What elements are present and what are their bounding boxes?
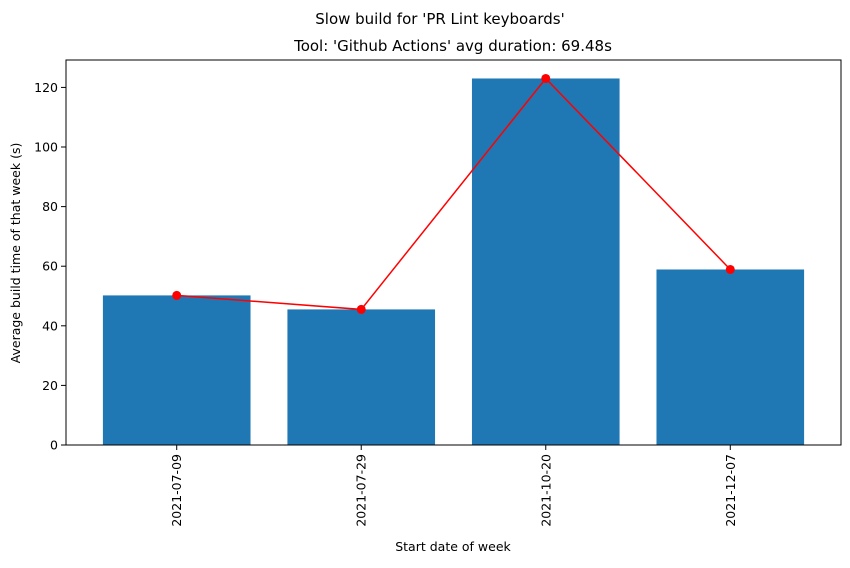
y-axis-label: Average build time of that week (s): [8, 143, 23, 364]
y-tick-label: 80: [42, 199, 58, 214]
bar-2021-07-09: [102, 295, 251, 445]
x-axis-label: Start date of week: [395, 539, 511, 554]
y-tick-label: 20: [42, 378, 58, 393]
y-tick-label: 60: [42, 259, 58, 274]
x-axis-ticks: 2021-07-09 2021-07-29 2021-10-20 2021-12-07: [169, 445, 738, 527]
trend-point-2021-12-07: [725, 264, 735, 274]
x-tick-label: 2021-07-09: [169, 454, 184, 527]
trend-line: [176, 77, 731, 311]
bar-2021-07-29: [287, 309, 436, 445]
x-tick-label: 2021-07-29: [354, 454, 369, 527]
y-tick-label: 40: [42, 318, 58, 333]
plot-frame: [65, 59, 842, 446]
y-tick-label: 100: [34, 140, 58, 155]
trend-point-2021-10-20: [541, 73, 551, 83]
trend-point-2021-07-09: [172, 290, 182, 300]
chart-title: Tool: 'Github Actions' avg duration: 69.…: [293, 37, 612, 55]
y-tick-label: 0: [50, 438, 58, 453]
chart-suptitle: Slow build for 'PR Lint keyboards': [315, 10, 565, 28]
x-tick-label: 2021-10-20: [538, 454, 553, 527]
bar-2021-12-07: [656, 269, 805, 445]
y-axis-ticks: 0 20 40 60 80 100 120: [34, 80, 66, 453]
bars-layer: [102, 78, 805, 446]
y-tick-label: 120: [34, 80, 58, 95]
trend-point-2021-07-29: [356, 304, 366, 314]
x-tick-label: 2021-12-07: [723, 454, 738, 527]
bar-2021-10-20: [471, 78, 620, 446]
line-layer: [172, 73, 735, 314]
